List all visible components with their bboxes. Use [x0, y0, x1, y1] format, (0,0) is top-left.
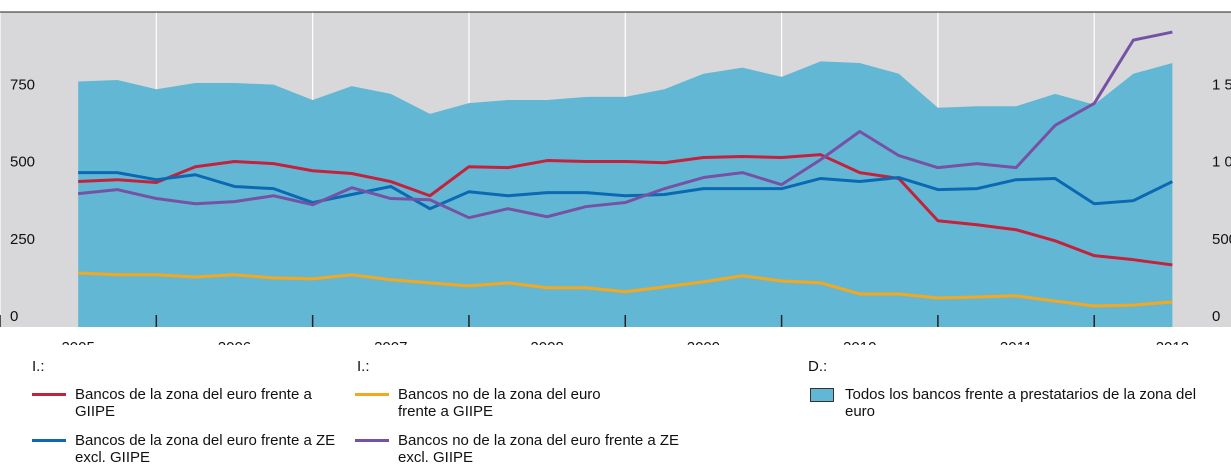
y-tick-label: 250 [10, 231, 35, 248]
legend-header: I.: [357, 358, 370, 375]
x-tick-label: 2010 [843, 339, 876, 345]
x-tick-label: 2011 [1000, 339, 1032, 345]
legend-swatch [32, 393, 66, 396]
line [78, 153, 1173, 267]
y-tick-label: 0 [10, 308, 18, 325]
y2-tick-label: 1 500 [1212, 76, 1231, 93]
x-tick-label: 2007 [374, 339, 407, 345]
legend-header: D.: [808, 358, 828, 375]
line [78, 30, 1173, 220]
legend-label: Bancos no de la zona del euro frente a Z… [398, 432, 680, 466]
y2-tick-label: 0 [1212, 308, 1220, 325]
area [78, 61, 1173, 327]
y-tick-label: 750 [10, 76, 35, 93]
x-tick-label: 2009 [687, 339, 720, 345]
legend-swatch [355, 393, 389, 396]
legend-label: Bancos no de la zona del euro frente a G… [398, 386, 601, 420]
x-tick-label: 2008 [530, 339, 563, 345]
y-tick-label: 500 [10, 154, 35, 171]
x-tick-label: 2005 [61, 339, 94, 345]
x-tick-label: 2012 [1156, 339, 1189, 345]
y2-tick-label: 500 [1212, 231, 1231, 248]
x-tick-label: 2006 [218, 339, 251, 345]
legend-swatch [32, 439, 66, 442]
legend-label: Bancos de la zona del euro frente a ZE e… [75, 432, 336, 466]
line [78, 171, 1174, 211]
legend-header: I.: [32, 358, 45, 375]
legend-label: Bancos de la zona del euro frente a GIIP… [75, 386, 312, 420]
line [78, 271, 1173, 308]
legend-swatch [355, 439, 389, 442]
y2-tick-label: 1 000 [1212, 154, 1231, 171]
legend-label: Todos los bancos frente a prestatarios d… [845, 386, 1197, 420]
chart: 2005 2006 2007 2008 2009 2010 2011 2012 0 250 500 7… [0, 11, 1231, 345]
legend-swatch [810, 388, 834, 402]
